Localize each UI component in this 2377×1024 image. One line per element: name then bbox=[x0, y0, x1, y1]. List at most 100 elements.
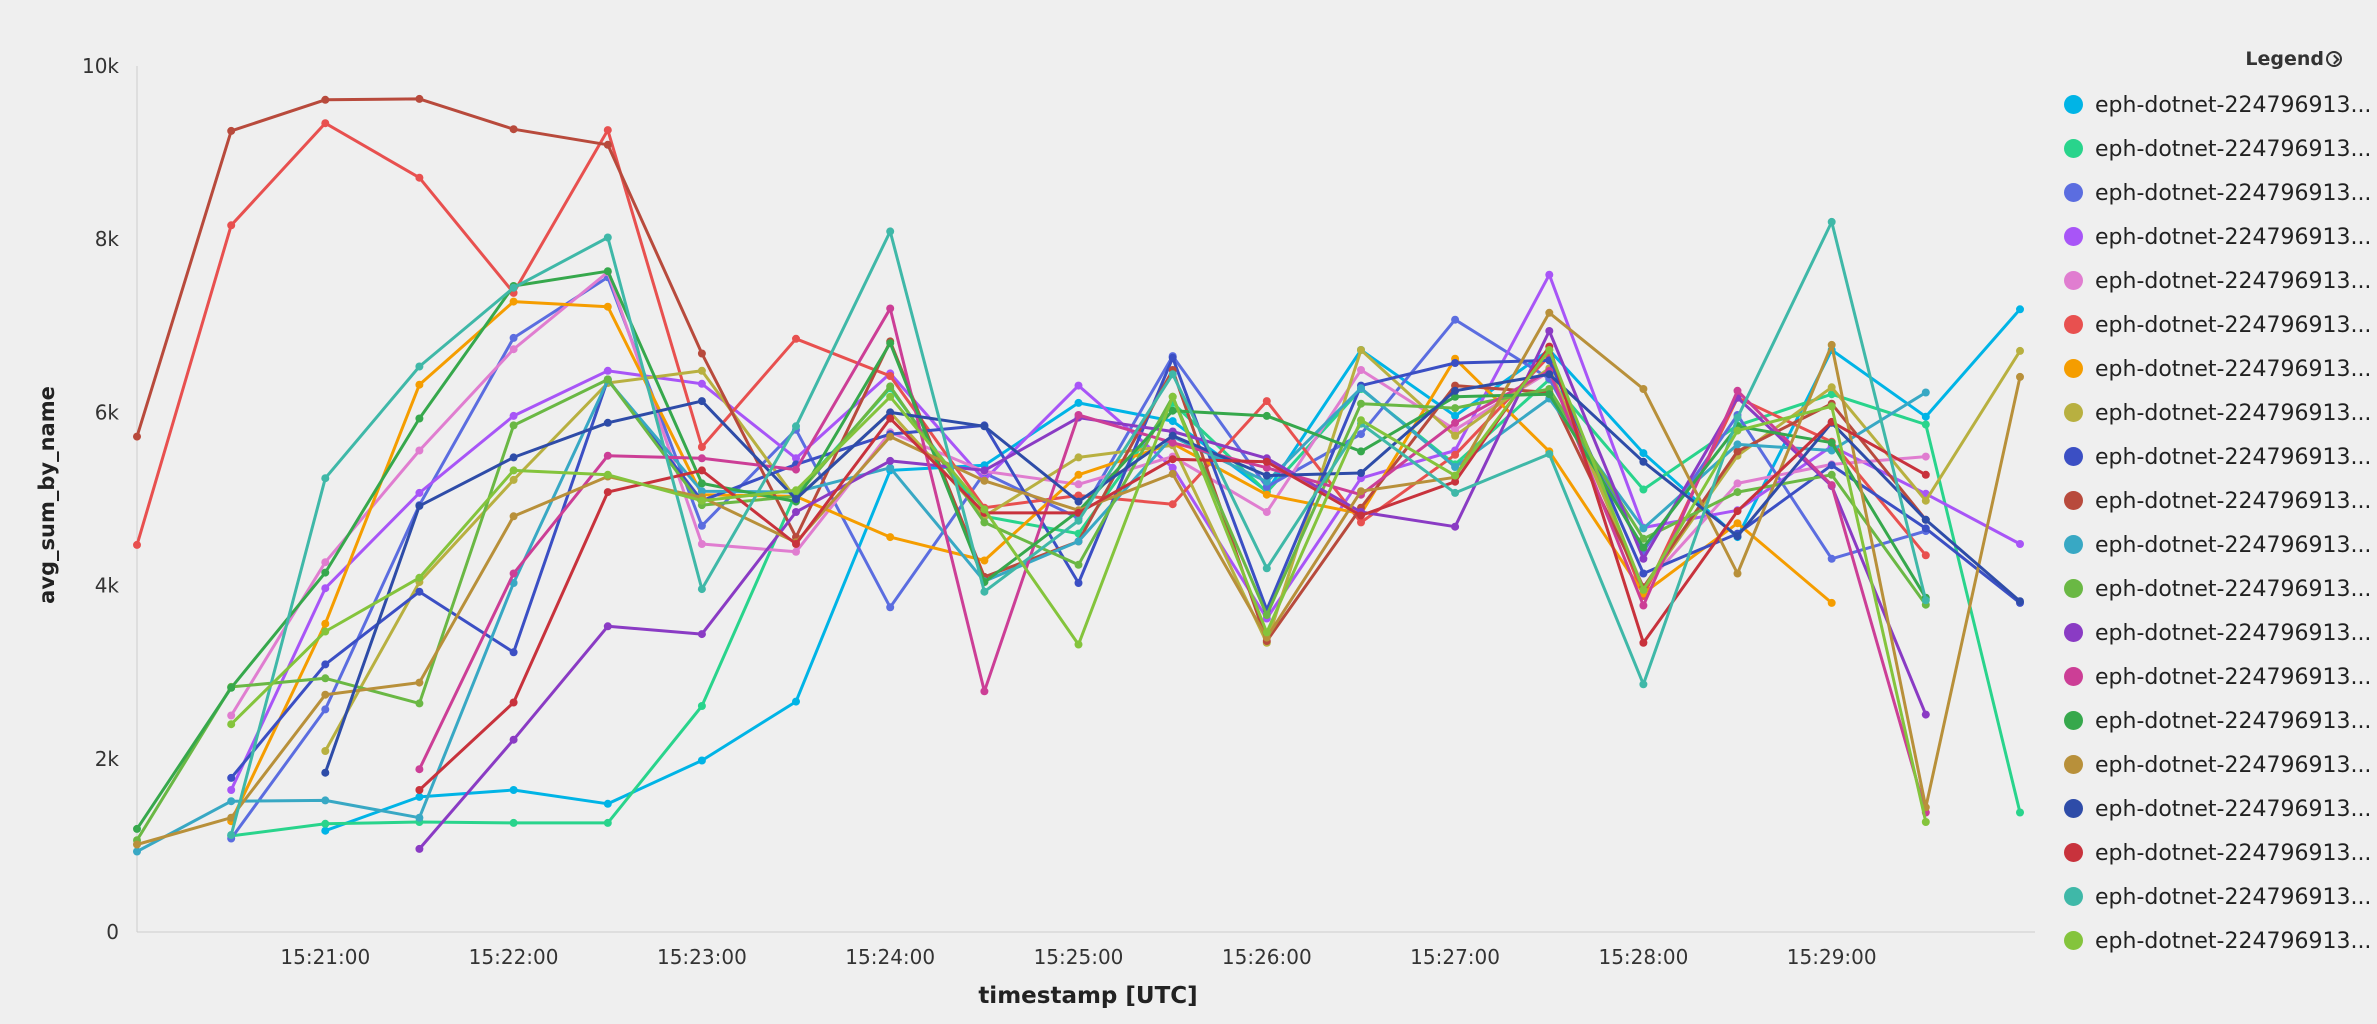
data-point[interactable] bbox=[1074, 411, 1083, 419]
data-point[interactable] bbox=[1451, 411, 1460, 420]
data-point[interactable] bbox=[321, 826, 330, 835]
data-point[interactable] bbox=[227, 773, 236, 782]
data-point[interactable] bbox=[792, 422, 800, 431]
data-point[interactable] bbox=[1451, 425, 1460, 434]
data-point[interactable] bbox=[792, 540, 800, 548]
data-point[interactable] bbox=[1639, 543, 1648, 552]
data-point[interactable] bbox=[1545, 270, 1554, 279]
data-point[interactable] bbox=[1639, 585, 1648, 594]
data-point[interactable] bbox=[227, 797, 236, 806]
legend-item[interactable]: eph-dotnet-224796913... bbox=[2064, 128, 2374, 172]
data-point[interactable] bbox=[1074, 381, 1083, 390]
data-point[interactable] bbox=[509, 735, 518, 744]
data-point[interactable] bbox=[792, 697, 800, 706]
data-point[interactable] bbox=[1262, 457, 1271, 466]
data-point[interactable] bbox=[1733, 426, 1742, 435]
data-point[interactable] bbox=[697, 443, 706, 451]
data-point[interactable] bbox=[697, 630, 706, 639]
data-point[interactable] bbox=[697, 521, 706, 530]
series-3[interactable] bbox=[227, 273, 1930, 843]
data-point[interactable] bbox=[509, 466, 518, 475]
data-point[interactable] bbox=[886, 227, 895, 236]
data-point[interactable] bbox=[980, 556, 989, 565]
data-point[interactable] bbox=[1451, 450, 1460, 459]
data-point[interactable] bbox=[1262, 463, 1271, 472]
data-point[interactable] bbox=[509, 453, 518, 462]
data-point[interactable] bbox=[227, 720, 236, 729]
data-point[interactable] bbox=[1262, 508, 1271, 516]
data-point[interactable] bbox=[415, 573, 424, 582]
data-point[interactable] bbox=[1733, 479, 1742, 488]
legend-item[interactable]: eph-dotnet-224796913... bbox=[2064, 436, 2374, 480]
data-point[interactable] bbox=[1451, 315, 1460, 324]
data-point[interactable] bbox=[792, 454, 800, 463]
data-point[interactable] bbox=[415, 765, 424, 774]
data-point[interactable] bbox=[1921, 470, 1930, 479]
data-point[interactable] bbox=[886, 463, 895, 472]
data-point[interactable] bbox=[792, 486, 800, 495]
legend-header[interactable]: Legend bbox=[2245, 48, 2342, 70]
data-point[interactable] bbox=[792, 547, 800, 556]
legend-item[interactable]: eph-dotnet-224796913... bbox=[2064, 568, 2374, 612]
data-point[interactable] bbox=[980, 466, 989, 475]
data-point[interactable] bbox=[980, 587, 989, 596]
data-point[interactable] bbox=[1451, 488, 1460, 497]
data-point[interactable] bbox=[1827, 438, 1836, 447]
data-point[interactable] bbox=[603, 622, 612, 631]
data-point[interactable] bbox=[886, 339, 895, 348]
data-point[interactable] bbox=[133, 540, 141, 549]
data-point[interactable] bbox=[2016, 305, 2024, 314]
data-point[interactable] bbox=[1827, 481, 1836, 490]
legend-item[interactable]: eph-dotnet-224796913... bbox=[2064, 612, 2374, 656]
data-point[interactable] bbox=[1262, 471, 1271, 480]
data-point[interactable] bbox=[509, 569, 518, 578]
data-point[interactable] bbox=[980, 687, 989, 696]
data-point[interactable] bbox=[415, 94, 424, 103]
data-point[interactable] bbox=[1827, 470, 1836, 479]
data-point[interactable] bbox=[980, 422, 989, 431]
data-point[interactable] bbox=[792, 465, 800, 474]
data-point[interactable] bbox=[321, 627, 330, 636]
data-point[interactable] bbox=[697, 702, 706, 710]
data-point[interactable] bbox=[227, 831, 236, 839]
data-point[interactable] bbox=[1074, 497, 1083, 506]
data-point[interactable] bbox=[415, 380, 424, 389]
legend-item[interactable]: eph-dotnet-224796913... bbox=[2064, 744, 2374, 788]
data-point[interactable] bbox=[509, 333, 518, 342]
data-point[interactable] bbox=[2016, 597, 2024, 606]
data-point[interactable] bbox=[603, 451, 612, 460]
data-point[interactable] bbox=[1262, 628, 1271, 637]
data-point[interactable] bbox=[1451, 386, 1460, 395]
data-point[interactable] bbox=[697, 366, 706, 375]
data-point[interactable] bbox=[1733, 488, 1742, 497]
data-point[interactable] bbox=[1168, 455, 1177, 464]
data-point[interactable] bbox=[321, 619, 330, 628]
data-point[interactable] bbox=[1451, 359, 1460, 367]
data-point[interactable] bbox=[1639, 457, 1648, 466]
data-point[interactable] bbox=[1168, 353, 1177, 362]
data-point[interactable] bbox=[603, 818, 612, 827]
data-point[interactable] bbox=[1074, 480, 1083, 489]
data-point[interactable] bbox=[1921, 496, 1930, 505]
data-point[interactable] bbox=[1451, 463, 1460, 471]
data-point[interactable] bbox=[1545, 450, 1554, 458]
data-point[interactable] bbox=[1733, 507, 1742, 516]
data-point[interactable] bbox=[886, 392, 895, 401]
data-point[interactable] bbox=[415, 678, 424, 687]
data-point[interactable] bbox=[697, 487, 706, 496]
data-point[interactable] bbox=[321, 796, 330, 805]
data-point[interactable] bbox=[697, 540, 706, 548]
data-point[interactable] bbox=[792, 508, 800, 516]
legend-item[interactable]: eph-dotnet-224796913... bbox=[2064, 524, 2374, 568]
series-line[interactable] bbox=[135, 269, 1928, 830]
data-point[interactable] bbox=[1451, 471, 1460, 480]
data-point[interactable] bbox=[1074, 579, 1083, 587]
data-point[interactable] bbox=[1168, 469, 1177, 478]
legend-item[interactable]: eph-dotnet-224796913... bbox=[2064, 84, 2374, 128]
data-point[interactable] bbox=[1357, 416, 1365, 425]
data-point[interactable] bbox=[1639, 680, 1648, 689]
data-point[interactable] bbox=[415, 792, 424, 801]
data-point[interactable] bbox=[886, 603, 895, 612]
data-point[interactable] bbox=[1357, 511, 1365, 520]
data-point[interactable] bbox=[133, 432, 141, 441]
